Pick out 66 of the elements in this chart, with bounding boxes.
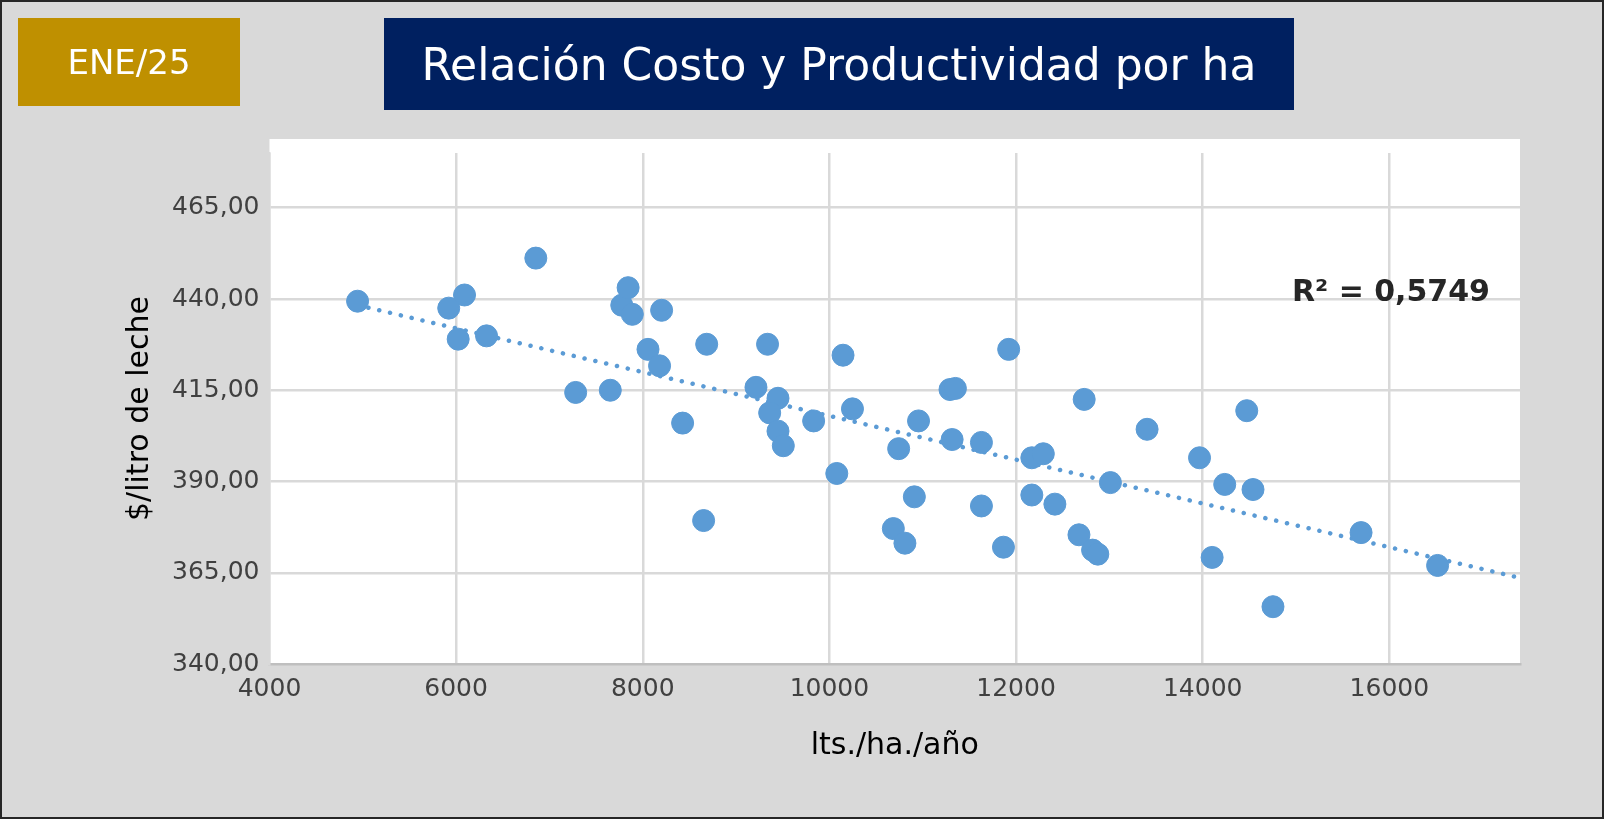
point [598, 378, 622, 402]
y-tick-label: 465,00 [171, 191, 260, 221]
point [1072, 387, 1096, 411]
point [1200, 545, 1224, 569]
point [907, 409, 931, 433]
point [346, 289, 370, 313]
point [671, 411, 695, 435]
y-tick-label: 440,00 [171, 282, 260, 312]
point [636, 337, 660, 361]
point [1349, 521, 1373, 545]
point [831, 343, 855, 367]
y-tick-label: 390,00 [171, 465, 260, 494]
x-tick-label: 14000 [1162, 672, 1243, 702]
annotation: R² = 0,5749 [1291, 272, 1490, 308]
point [771, 434, 795, 458]
point [564, 380, 588, 404]
x-tick-label: 12000 [976, 672, 1056, 702]
x-tick-label: 10000 [789, 672, 870, 702]
point [524, 246, 548, 270]
point [997, 337, 1021, 361]
chart-subtitle: ENE/25 [18, 18, 240, 106]
point [902, 485, 926, 509]
point [1213, 472, 1237, 496]
y-axis-title: $/litro de leche [119, 296, 155, 521]
point [893, 531, 917, 555]
point [1067, 523, 1091, 547]
point [1031, 442, 1055, 466]
point [648, 354, 672, 378]
point [1020, 483, 1044, 507]
point [969, 430, 993, 454]
point [756, 332, 780, 356]
point [437, 296, 461, 320]
point [969, 494, 993, 518]
point [1261, 595, 1285, 619]
chart-title: Relación Costo y Productividad por ha [384, 18, 1294, 110]
point [650, 298, 674, 322]
y-tick-label: 365,00 [171, 556, 260, 586]
point [1098, 471, 1122, 495]
point [840, 397, 864, 421]
point [940, 428, 964, 452]
point [620, 302, 644, 326]
point [695, 332, 719, 356]
point [1241, 478, 1265, 502]
point [475, 324, 499, 348]
x-tick-label: 8000 [610, 672, 675, 702]
point [1235, 399, 1259, 423]
point [616, 276, 640, 300]
point [453, 283, 477, 307]
point [1043, 492, 1067, 516]
point [1086, 542, 1110, 566]
x-tick-label: 6000 [424, 672, 488, 702]
x-tick-label: 16000 [1349, 672, 1430, 702]
point [758, 401, 782, 425]
point [881, 517, 905, 541]
point [1426, 553, 1450, 577]
point [1135, 417, 1159, 441]
point [744, 375, 768, 399]
point [887, 437, 911, 461]
point [1188, 446, 1212, 470]
point [802, 409, 826, 433]
point [692, 509, 716, 533]
point [825, 461, 849, 485]
point [991, 535, 1015, 559]
x-axis-title: lts./ha./año [810, 725, 979, 761]
point [446, 327, 470, 351]
y-tick-label: 415,00 [171, 373, 260, 403]
